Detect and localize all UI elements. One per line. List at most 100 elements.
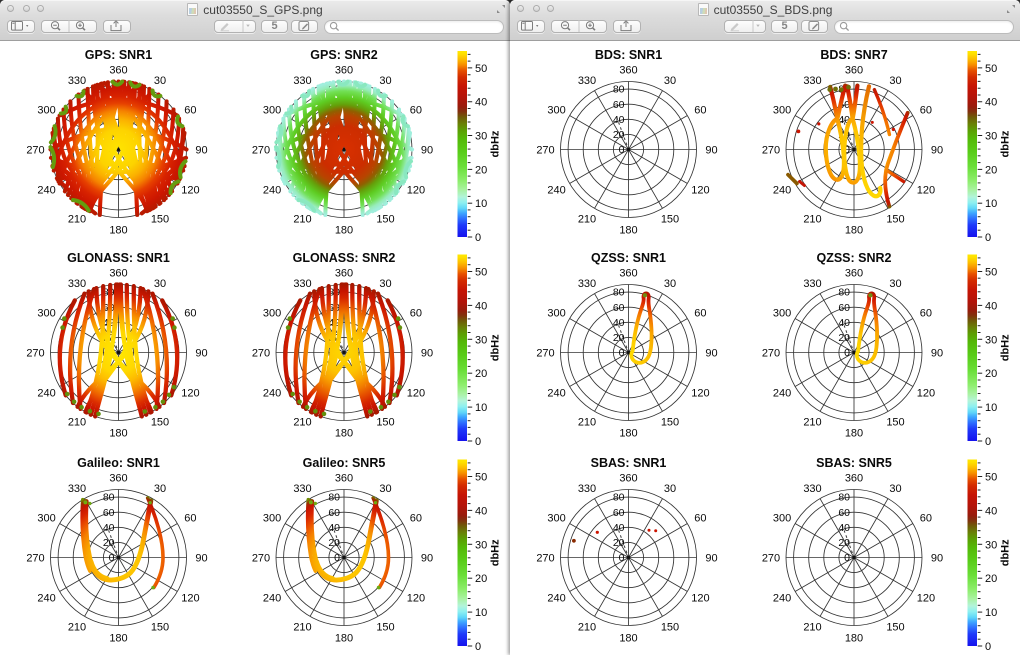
svg-text:210: 210 — [803, 214, 821, 226]
svg-text:90: 90 — [195, 144, 207, 156]
svg-text:240: 240 — [37, 592, 55, 604]
svg-text:330: 330 — [803, 75, 821, 87]
svg-text:20: 20 — [475, 368, 487, 380]
svg-text:300: 300 — [547, 104, 565, 116]
svg-text:240: 240 — [773, 592, 791, 604]
svg-text:150: 150 — [886, 622, 904, 634]
svg-text:150: 150 — [151, 622, 169, 634]
svg-text:270: 270 — [26, 144, 44, 156]
svg-text:0: 0 — [475, 232, 481, 244]
svg-text:20: 20 — [985, 164, 997, 176]
svg-text:40: 40 — [985, 505, 997, 517]
svg-text:30: 30 — [379, 483, 391, 495]
svg-text:180: 180 — [845, 632, 863, 644]
svg-text:30: 30 — [379, 278, 391, 290]
svg-text:180: 180 — [109, 224, 127, 236]
svg-text:GLONASS: SNR1: GLONASS: SNR1 — [67, 251, 170, 265]
svg-text:330: 330 — [293, 278, 311, 290]
svg-text:30: 30 — [664, 278, 676, 290]
svg-text:120: 120 — [691, 592, 709, 604]
svg-text:270: 270 — [26, 552, 44, 564]
svg-text:150: 150 — [886, 214, 904, 226]
svg-text:dbHz: dbHz — [1000, 334, 1012, 361]
svg-text:SBAS: SNR1: SBAS: SNR1 — [591, 456, 667, 470]
svg-text:180: 180 — [335, 224, 353, 236]
svg-text:60: 60 — [920, 104, 932, 116]
svg-text:360: 360 — [845, 472, 863, 484]
svg-text:180: 180 — [335, 632, 353, 644]
svg-text:120: 120 — [407, 184, 425, 196]
svg-text:dbHz: dbHz — [1000, 539, 1012, 566]
svg-text:360: 360 — [335, 472, 353, 484]
svg-text:0: 0 — [844, 144, 850, 156]
svg-text:180: 180 — [619, 224, 637, 236]
svg-text:50: 50 — [475, 472, 487, 484]
svg-text:50: 50 — [985, 472, 997, 484]
svg-text:360: 360 — [619, 64, 637, 76]
svg-text:60: 60 — [694, 104, 706, 116]
svg-text:180: 180 — [845, 427, 863, 439]
svg-text:30: 30 — [475, 334, 487, 346]
svg-text:20: 20 — [328, 537, 340, 549]
svg-text:270: 270 — [536, 144, 554, 156]
svg-text:SBAS: SNR5: SBAS: SNR5 — [816, 456, 892, 470]
svg-text:240: 240 — [263, 184, 281, 196]
svg-text:dbHz: dbHz — [490, 334, 502, 361]
svg-text:240: 240 — [547, 592, 565, 604]
svg-text:10: 10 — [475, 402, 487, 414]
svg-text:50: 50 — [475, 63, 487, 75]
svg-text:360: 360 — [109, 267, 127, 279]
svg-text:330: 330 — [578, 278, 596, 290]
svg-text:30: 30 — [889, 278, 901, 290]
svg-text:20: 20 — [475, 164, 487, 176]
svg-text:300: 300 — [547, 512, 565, 524]
svg-text:0: 0 — [844, 552, 850, 564]
svg-text:270: 270 — [536, 347, 554, 359]
svg-text:300: 300 — [773, 512, 791, 524]
svg-text:240: 240 — [263, 387, 281, 399]
svg-text:330: 330 — [293, 75, 311, 87]
svg-text:240: 240 — [773, 387, 791, 399]
svg-text:180: 180 — [109, 632, 127, 644]
svg-text:0: 0 — [619, 144, 625, 156]
svg-text:30: 30 — [664, 75, 676, 87]
svg-text:270: 270 — [762, 552, 780, 564]
svg-text:330: 330 — [68, 483, 86, 495]
svg-text:0: 0 — [619, 347, 625, 359]
svg-text:330: 330 — [578, 75, 596, 87]
svg-text:dbHz: dbHz — [490, 539, 502, 566]
svg-text:40: 40 — [475, 505, 487, 517]
svg-text:90: 90 — [421, 144, 433, 156]
svg-text:180: 180 — [619, 427, 637, 439]
svg-text:300: 300 — [773, 104, 791, 116]
svg-text:0: 0 — [985, 436, 991, 448]
svg-text:90: 90 — [195, 552, 207, 564]
svg-text:0: 0 — [619, 552, 625, 564]
svg-text:300: 300 — [263, 307, 281, 319]
svg-text:90: 90 — [705, 144, 717, 156]
svg-text:210: 210 — [803, 622, 821, 634]
svg-text:240: 240 — [547, 184, 565, 196]
svg-text:240: 240 — [37, 387, 55, 399]
svg-text:20: 20 — [613, 537, 625, 549]
svg-text:150: 150 — [661, 214, 679, 226]
svg-text:150: 150 — [376, 622, 394, 634]
svg-text:GLONASS: SNR2: GLONASS: SNR2 — [293, 251, 396, 265]
svg-text:20: 20 — [985, 368, 997, 380]
svg-text:30: 30 — [379, 75, 391, 87]
svg-text:210: 210 — [293, 622, 311, 634]
svg-text:30: 30 — [889, 483, 901, 495]
svg-text:270: 270 — [536, 552, 554, 564]
svg-text:210: 210 — [293, 417, 311, 429]
svg-text:360: 360 — [109, 472, 127, 484]
svg-text:330: 330 — [68, 75, 86, 87]
svg-text:330: 330 — [578, 483, 596, 495]
svg-text:360: 360 — [619, 267, 637, 279]
svg-text:360: 360 — [619, 472, 637, 484]
svg-text:0: 0 — [985, 641, 991, 653]
svg-text:150: 150 — [661, 622, 679, 634]
svg-text:180: 180 — [619, 632, 637, 644]
svg-text:20: 20 — [985, 573, 997, 585]
svg-text:80: 80 — [328, 492, 340, 504]
svg-text:210: 210 — [578, 417, 596, 429]
